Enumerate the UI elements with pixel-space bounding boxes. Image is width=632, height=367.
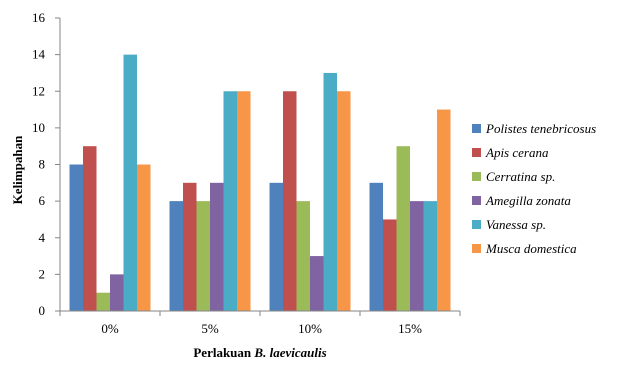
bar bbox=[237, 91, 251, 311]
legend: Polistes tenebricosus Apis cerana Cerratin… bbox=[472, 121, 596, 256]
y-tick-label: 0 bbox=[39, 303, 46, 318]
y-tick-label: 8 bbox=[39, 157, 46, 172]
legend-swatch bbox=[472, 196, 481, 205]
y-tick-label: 4 bbox=[39, 230, 46, 245]
legend-swatch bbox=[472, 244, 481, 253]
legend-label: Vanessa sp. bbox=[486, 217, 546, 232]
bar bbox=[196, 201, 210, 311]
bar bbox=[337, 91, 351, 311]
bar bbox=[369, 182, 383, 311]
x-axis-label-plain: Perlakuan bbox=[193, 345, 254, 360]
bar bbox=[83, 146, 97, 311]
legend-swatch bbox=[472, 148, 481, 157]
bar bbox=[223, 91, 237, 311]
y-tick-label: 10 bbox=[32, 120, 45, 135]
bars-group bbox=[69, 54, 451, 311]
y-tick-label: 16 bbox=[32, 10, 46, 25]
axes-group: 0 2 4 6 8 10 12 14 16 0% 5% 10% 15% bbox=[32, 10, 461, 336]
bar bbox=[210, 182, 224, 311]
legend-label: Amegilla zonata bbox=[485, 193, 571, 208]
bar bbox=[137, 164, 151, 311]
bar bbox=[410, 201, 424, 311]
x-tick-label: 10% bbox=[298, 321, 322, 336]
y-tick-label: 12 bbox=[32, 83, 45, 98]
y-tick-label: 6 bbox=[39, 193, 46, 208]
x-axis-label-italic: B. laevicaulis bbox=[253, 345, 326, 360]
y-tick-label: 2 bbox=[39, 266, 46, 281]
bar bbox=[296, 201, 310, 311]
y-tick-label: 14 bbox=[32, 47, 46, 62]
bar bbox=[69, 164, 83, 311]
legend-swatch bbox=[472, 124, 481, 133]
legend-label: Polistes tenebricosus bbox=[485, 121, 596, 136]
legend-swatch bbox=[472, 172, 481, 181]
bar bbox=[283, 91, 297, 311]
x-axis-label: Perlakuan B. laevicaulis bbox=[193, 345, 326, 360]
bar bbox=[323, 72, 337, 311]
bar bbox=[269, 182, 283, 311]
y-axis-label: Kelimpahan bbox=[10, 135, 25, 204]
bar bbox=[396, 146, 410, 311]
bar bbox=[183, 182, 197, 311]
legend-label: Musca domestica bbox=[485, 241, 577, 256]
bar bbox=[123, 54, 137, 311]
x-tick-label: 15% bbox=[398, 321, 422, 336]
x-tick-label: 5% bbox=[201, 321, 219, 336]
bar bbox=[110, 274, 124, 311]
legend-label: Cerratina sp. bbox=[486, 169, 555, 184]
bar bbox=[437, 109, 451, 311]
legend-label: Apis cerana bbox=[485, 145, 549, 160]
x-tick-label: 0% bbox=[101, 321, 119, 336]
bar bbox=[383, 219, 397, 311]
bar bbox=[310, 256, 324, 311]
bar bbox=[169, 201, 183, 311]
bar bbox=[96, 292, 110, 311]
legend-swatch bbox=[472, 220, 481, 229]
bar bbox=[423, 201, 437, 311]
